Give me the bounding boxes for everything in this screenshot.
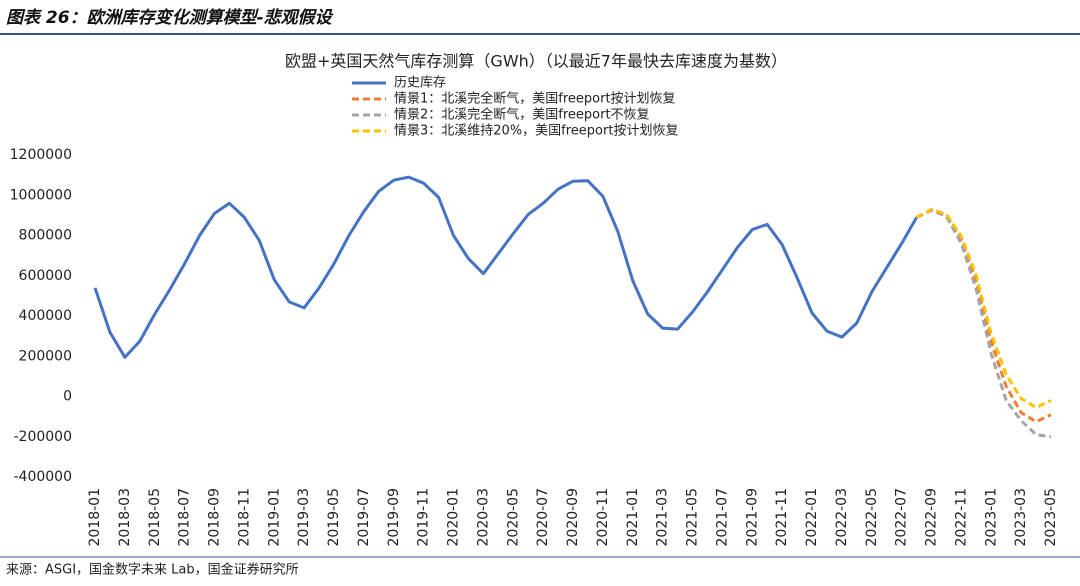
x-tick-label: 2018-03 bbox=[117, 488, 133, 547]
x-tick-label: 2023-01 bbox=[983, 488, 999, 547]
x-tick-label: 2022-05 bbox=[864, 488, 880, 547]
y-tick-label: 200000 bbox=[19, 348, 72, 364]
y-tick-label: 0 bbox=[63, 389, 72, 405]
footer-source: 来源：ASGI，国金数字未来 Lab，国金证券研究所 bbox=[6, 562, 299, 578]
y-tick-label: 600000 bbox=[19, 268, 72, 284]
legend-label: 历史库存 bbox=[394, 75, 446, 91]
series-line bbox=[93, 175, 918, 359]
x-tick-label: 2019-09 bbox=[386, 488, 402, 547]
x-tick-label: 2018-05 bbox=[147, 488, 163, 547]
x-tick-label: 2022-09 bbox=[924, 488, 940, 547]
y-tick-label: 1000000 bbox=[10, 187, 72, 203]
x-tick-label: 2020-07 bbox=[535, 488, 551, 547]
x-tick-label: 2019-01 bbox=[266, 488, 282, 547]
y-tick-label: 400000 bbox=[19, 308, 72, 324]
x-tick-label: 2020-09 bbox=[565, 488, 581, 547]
x-tick-label: 2022-11 bbox=[953, 488, 969, 547]
x-tick-label: 2022-01 bbox=[804, 488, 820, 547]
x-tick-label: 2021-03 bbox=[655, 488, 671, 547]
y-tick-label: -400000 bbox=[14, 469, 73, 485]
x-tick-label: 2018-01 bbox=[87, 488, 103, 547]
x-tick-label: 2022-03 bbox=[834, 488, 850, 547]
x-tick-label: 2023-03 bbox=[1013, 488, 1029, 547]
x-tick-label: 2020-05 bbox=[505, 488, 521, 547]
x-tick-label: 2021-01 bbox=[625, 488, 641, 547]
x-tick-label: 2022-07 bbox=[894, 488, 910, 547]
x-tick-label: 2020-01 bbox=[446, 488, 462, 547]
x-tick-label: 2021-07 bbox=[714, 488, 730, 547]
x-tick-label: 2019-11 bbox=[416, 488, 432, 547]
x-tick-label: 2018-07 bbox=[177, 488, 193, 547]
legend-label: 情景2：北溪完全断气，美国freeport不恢复 bbox=[394, 107, 650, 123]
x-tick-label: 2021-05 bbox=[685, 488, 701, 547]
x-tick-label: 2023-05 bbox=[1043, 488, 1059, 547]
y-tick-label: 800000 bbox=[19, 228, 72, 244]
x-tick-label: 2021-11 bbox=[774, 488, 790, 547]
x-tick-label: 2018-11 bbox=[236, 488, 252, 547]
x-tick-label: 2020-11 bbox=[595, 488, 611, 547]
header-title: 图表 26：欧洲库存变化测算模型-悲观假设 bbox=[6, 8, 334, 28]
x-tick-label: 2018-09 bbox=[207, 488, 223, 547]
x-tick-label: 2020-03 bbox=[475, 488, 491, 547]
x-tick-label: 2019-03 bbox=[296, 488, 312, 547]
legend-label: 情景3：北溪维持20%，美国freeport按计划恢复 bbox=[394, 124, 678, 139]
x-tick-label: 2019-07 bbox=[356, 488, 372, 547]
x-tick-label: 2021-09 bbox=[744, 488, 760, 547]
series-line bbox=[915, 207, 1052, 410]
chart-title: 欧盟+英国天然气库存测算（GWh）（以最近7年最快去库速度为基数） bbox=[285, 52, 787, 71]
y-tick-label: -200000 bbox=[14, 429, 73, 445]
series-line bbox=[915, 208, 1052, 424]
legend-label: 情景1：北溪完全断气，美国freeport按计划恢复 bbox=[394, 91, 676, 107]
y-tick-label: 1200000 bbox=[10, 147, 72, 163]
x-tick-label: 2019-05 bbox=[326, 488, 342, 547]
